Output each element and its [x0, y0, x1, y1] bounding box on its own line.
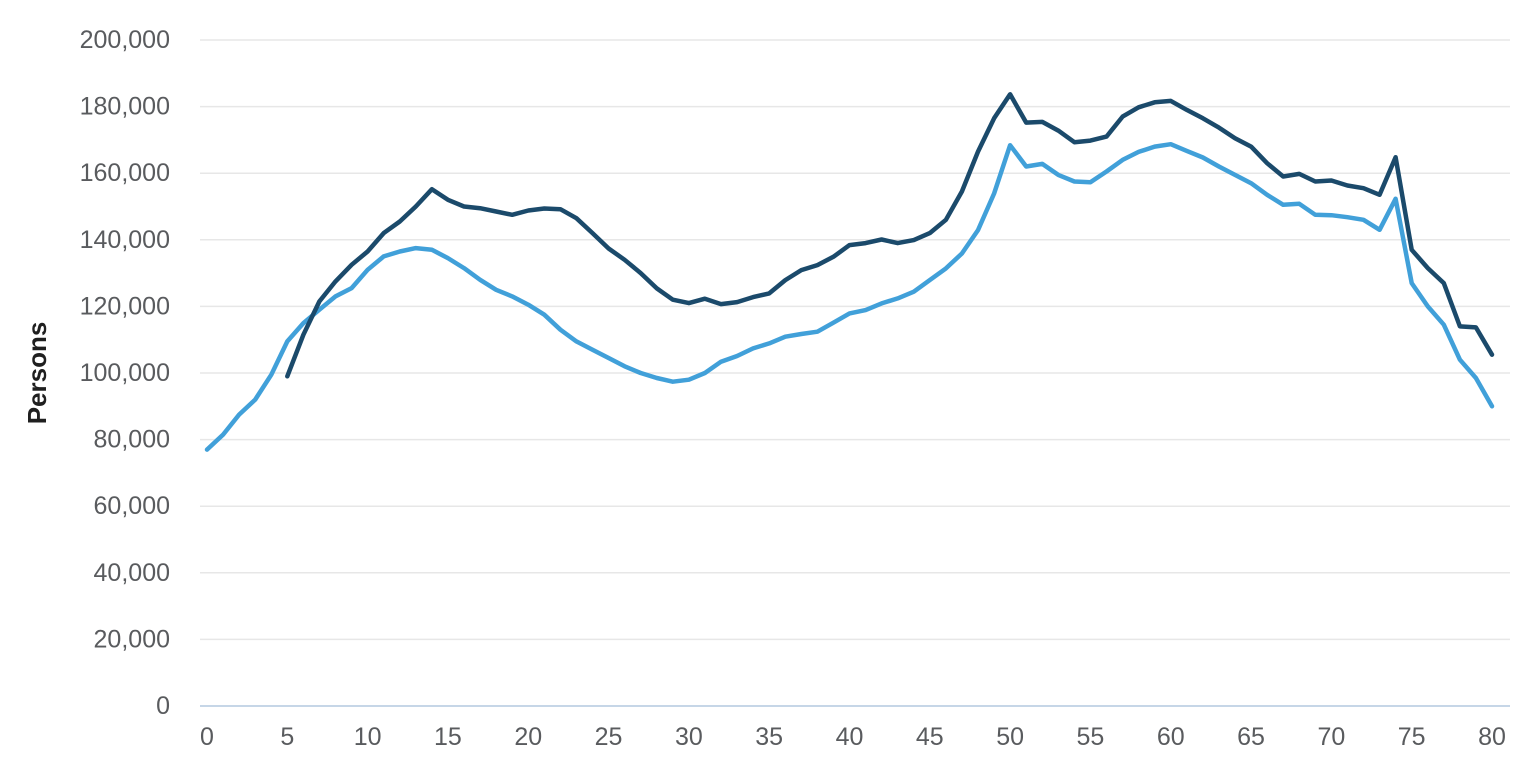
- x-tick-label: 65: [1237, 723, 1265, 751]
- x-tick-label: 15: [434, 723, 462, 751]
- series-line-dark-blue: [285, 92, 1495, 379]
- x-tick-label: 10: [354, 723, 382, 751]
- y-tick-label: 160,000: [80, 159, 170, 187]
- y-axis-tick-labels: 0 20,000 40,000 60,000 80,000 100,000 120,000 1…: [80, 26, 170, 720]
- x-tick-label: 25: [595, 723, 623, 751]
- y-tick-label: 100,000: [80, 359, 170, 387]
- y-tick-label: 80,000: [94, 426, 170, 454]
- x-tick-label: 40: [836, 723, 864, 751]
- y-tick-label: 120,000: [80, 292, 170, 320]
- x-tick-label: 60: [1157, 723, 1185, 751]
- y-tick-label: 20,000: [94, 625, 170, 653]
- x-tick-label: 75: [1398, 723, 1426, 751]
- x-tick-label: 80: [1478, 723, 1506, 751]
- x-tick-label: 0: [200, 723, 214, 751]
- y-tick-label: 140,000: [80, 226, 170, 254]
- y-axis-title: Persons: [22, 322, 52, 425]
- x-tick-label: 30: [675, 723, 703, 751]
- gridlines: [200, 39, 1510, 707]
- x-tick-label: 35: [755, 723, 783, 751]
- y-tick-label: 60,000: [94, 492, 170, 520]
- x-tick-label: 70: [1317, 723, 1345, 751]
- x-tick-label: 45: [916, 723, 944, 751]
- y-tick-label: 0: [156, 692, 170, 720]
- x-tick-label: 50: [996, 723, 1024, 751]
- series-line-light-blue: [204, 141, 1495, 452]
- y-tick-label: 40,000: [94, 559, 170, 587]
- y-tick-label: 180,000: [80, 93, 170, 121]
- y-tick-label: 200,000: [80, 26, 170, 54]
- x-tick-label: 5: [280, 723, 294, 751]
- x-tick-label: 20: [514, 723, 542, 751]
- series-lines: [204, 92, 1495, 452]
- x-axis-tick-labels: 0 5 10 15 20 25 30 35 40 45 50 55 60 65 70 75 80: [200, 723, 1506, 751]
- x-tick-label: 55: [1077, 723, 1105, 751]
